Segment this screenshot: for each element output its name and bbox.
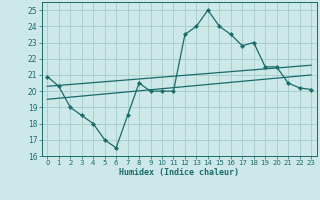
X-axis label: Humidex (Indice chaleur): Humidex (Indice chaleur) [119,168,239,177]
